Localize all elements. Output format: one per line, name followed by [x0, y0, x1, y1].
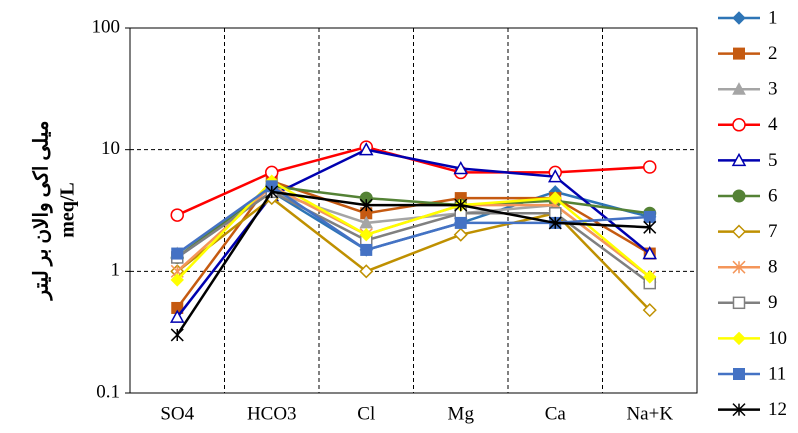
marker — [642, 303, 657, 318]
legend-item: 12 — [718, 399, 787, 420]
legend-label: 5 — [768, 150, 778, 171]
legend-marker — [733, 47, 745, 60]
legend-item: 6 — [718, 185, 778, 206]
marker — [548, 216, 562, 230]
legend-marker — [732, 189, 746, 203]
marker — [171, 247, 184, 260]
series-line — [176, 196, 651, 311]
marker — [643, 210, 656, 223]
legend-label: 12 — [768, 399, 787, 420]
marker — [643, 220, 657, 234]
legend-marker — [732, 82, 746, 95]
marker — [643, 160, 657, 174]
marker — [359, 215, 374, 229]
legend-item: 8 — [718, 257, 778, 278]
legend-label: 11 — [768, 363, 786, 384]
legend-label: 7 — [768, 221, 778, 242]
legend-label: 8 — [768, 257, 778, 278]
legend-item: 4 — [718, 114, 778, 135]
marker — [643, 270, 657, 284]
series-line — [176, 190, 651, 285]
x-tick-label: Na+K — [626, 403, 673, 424]
legend-label: 4 — [768, 114, 778, 135]
y-tick-label: 100 — [92, 16, 121, 37]
marker — [453, 227, 468, 242]
marker — [360, 243, 373, 256]
legend-marker — [733, 368, 745, 380]
legend-label: 9 — [768, 292, 778, 313]
y-axis-title: میلی اکی والان بر لیتر meq/L — [31, 121, 79, 302]
marker — [265, 185, 279, 199]
legend-label: 10 — [768, 328, 787, 349]
marker — [454, 198, 468, 212]
series-line — [176, 190, 650, 336]
legend-item: 10 — [718, 328, 787, 349]
marker — [170, 273, 184, 287]
legend-marker — [732, 118, 746, 132]
series — [170, 185, 657, 342]
marker — [170, 328, 184, 342]
marker — [359, 198, 373, 212]
marker — [359, 264, 374, 279]
legend-marker — [731, 224, 747, 239]
legend-label: 3 — [768, 79, 778, 100]
series-line — [176, 184, 650, 255]
y-tick-label: 1 — [111, 260, 121, 281]
marker — [454, 216, 467, 229]
marker — [547, 169, 563, 183]
legend-marker — [731, 152, 747, 167]
x-tick-label: HCO3 — [247, 403, 297, 424]
marker — [453, 160, 469, 175]
x-tick-label: SO4 — [160, 403, 194, 424]
marker — [548, 191, 562, 205]
legend-item: 3 — [718, 79, 778, 100]
marker — [642, 245, 658, 260]
y-tick-label: 10 — [101, 138, 120, 159]
marker — [359, 228, 373, 242]
legend-marker — [732, 260, 746, 274]
legend-item: 9 — [718, 292, 778, 313]
y-label-fa: میلی اکی والان بر لیتر — [31, 121, 54, 302]
legend-item: 1 — [718, 7, 778, 28]
plot-frame — [129, 27, 698, 394]
legend-marker — [732, 331, 746, 346]
x-tick-label: Cl — [357, 403, 375, 424]
x-tick-label: Ca — [545, 403, 567, 424]
legend-label: 6 — [768, 185, 778, 206]
legend-label: 1 — [768, 7, 778, 28]
legend-marker — [732, 296, 746, 310]
y-tick-label: 0.1 — [96, 381, 120, 402]
y-label-unit: meq/L — [57, 182, 79, 238]
marker — [358, 142, 374, 156]
legend-item: 2 — [718, 43, 778, 64]
legend-marker — [732, 403, 746, 417]
marker — [169, 309, 185, 323]
x-tick-label: Mg — [448, 403, 475, 424]
legend-marker — [732, 11, 746, 25]
legend-item: 11 — [718, 363, 786, 384]
legend-item: 7 — [718, 221, 778, 242]
marker — [170, 208, 184, 222]
legend-item: 5 — [718, 150, 778, 171]
legend-label: 2 — [768, 43, 778, 64]
